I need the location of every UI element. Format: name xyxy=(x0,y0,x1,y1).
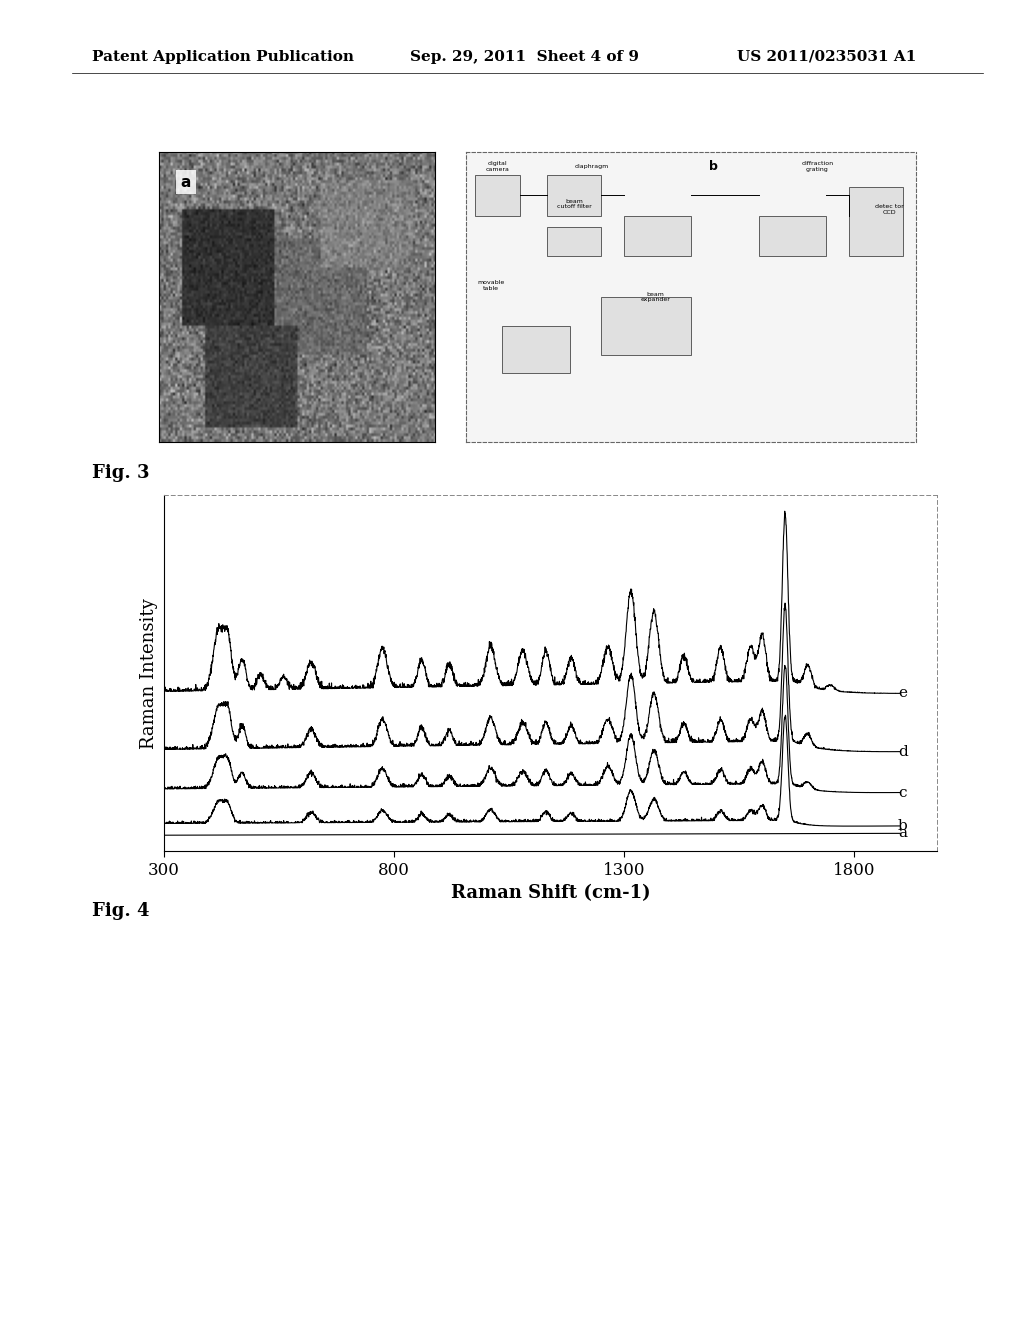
Text: Patent Application Publication: Patent Application Publication xyxy=(92,50,354,63)
Text: e: e xyxy=(898,686,907,701)
Bar xyxy=(849,186,903,256)
Text: a: a xyxy=(898,826,907,841)
Bar xyxy=(624,215,691,256)
Text: b: b xyxy=(898,818,907,833)
Text: movable
table: movable table xyxy=(477,280,505,290)
Text: Sep. 29, 2011  Sheet 4 of 9: Sep. 29, 2011 Sheet 4 of 9 xyxy=(410,50,639,63)
Bar xyxy=(475,176,520,215)
Text: Fig. 4: Fig. 4 xyxy=(92,902,150,920)
Bar xyxy=(759,215,826,256)
Text: digital
camera: digital camera xyxy=(485,161,509,172)
Text: detec tor
CCD: detec tor CCD xyxy=(876,205,904,215)
Y-axis label: Raman Intensity: Raman Intensity xyxy=(140,598,159,748)
Text: US 2011/0235031 A1: US 2011/0235031 A1 xyxy=(737,50,916,63)
Text: c: c xyxy=(898,785,906,800)
Bar xyxy=(601,297,691,355)
Text: b: b xyxy=(710,160,718,173)
Text: diaphragm: diaphragm xyxy=(574,164,609,169)
Text: beam
expander: beam expander xyxy=(640,292,670,302)
Text: diffraction
grating: diffraction grating xyxy=(802,161,834,172)
Text: beam
cutoff filter: beam cutoff filter xyxy=(557,199,592,210)
Bar xyxy=(547,227,601,256)
Bar xyxy=(547,176,601,215)
Text: d: d xyxy=(898,744,907,759)
Text: Fig. 3: Fig. 3 xyxy=(92,463,150,482)
X-axis label: Raman Shift (cm-1): Raman Shift (cm-1) xyxy=(451,884,650,903)
Text: a: a xyxy=(181,174,191,190)
Bar xyxy=(502,326,569,372)
